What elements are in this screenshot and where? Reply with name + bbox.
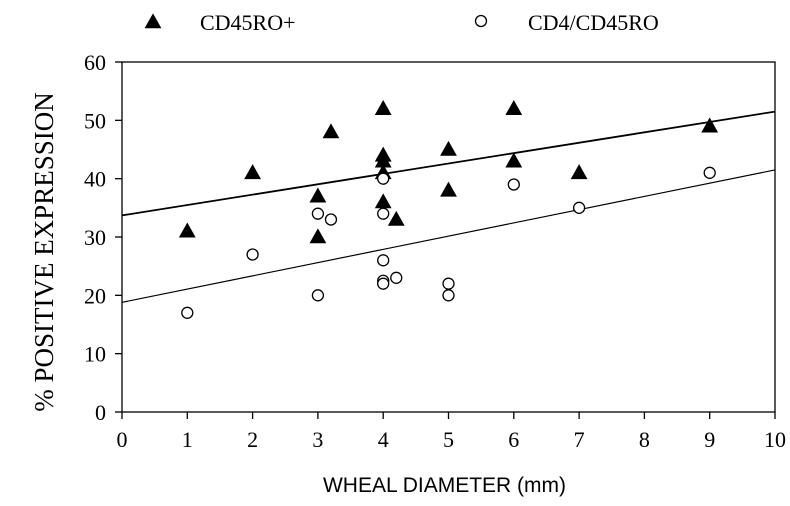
data-point-triangle bbox=[440, 181, 457, 197]
data-point-triangle bbox=[374, 193, 392, 209]
data-point-triangle bbox=[387, 210, 405, 226]
y-tick-label: 10 bbox=[84, 342, 106, 367]
legend-marker-triangle bbox=[144, 13, 162, 29]
x-tick-label: 10 bbox=[764, 427, 786, 452]
data-point-triangle bbox=[322, 123, 340, 139]
x-axis-label: WHEAL DIAMETER (mm) bbox=[323, 474, 566, 497]
y-tick-label: 50 bbox=[84, 108, 106, 133]
legend-item-cd4-cd45ro: CD4/CD45RO bbox=[474, 10, 659, 35]
x-tick-label: 5 bbox=[443, 427, 454, 452]
y-tick-label: 40 bbox=[84, 167, 106, 192]
data-point-triangle bbox=[440, 140, 457, 156]
y-tick-label: 0 bbox=[95, 400, 106, 425]
data-point-circle bbox=[703, 166, 716, 179]
plot-area-frame bbox=[121, 61, 776, 413]
trendline bbox=[121, 169, 776, 303]
y-tick-label: 30 bbox=[84, 225, 106, 250]
data-point-triangle bbox=[244, 164, 261, 180]
data-point-circle bbox=[377, 172, 390, 185]
legend-item-cd45ro: CD45RO+ bbox=[144, 10, 296, 35]
data-point-triangle bbox=[178, 222, 196, 238]
legend-label: CD4/CD45RO bbox=[528, 10, 659, 35]
data-point-circle bbox=[572, 201, 586, 214]
data-point-circle bbox=[507, 178, 520, 191]
data-point-circle bbox=[311, 289, 325, 302]
legend-label: CD45RO+ bbox=[200, 10, 296, 35]
legend-marker-circle bbox=[474, 14, 488, 28]
y-tick-label: 20 bbox=[84, 283, 106, 308]
trendlines bbox=[121, 110, 776, 303]
data-point-circle bbox=[181, 306, 194, 319]
data-point-circle bbox=[442, 277, 455, 290]
data-point-circle bbox=[324, 213, 338, 226]
data-point-circle bbox=[390, 271, 403, 284]
y-axis-label: % POSITIVE EXPRESSION bbox=[29, 92, 59, 412]
data-point-triangle bbox=[309, 228, 327, 244]
data-point-triangle bbox=[309, 187, 327, 203]
data-point-circle bbox=[442, 289, 455, 302]
x-tick-label: 6 bbox=[508, 427, 519, 452]
y-axis: 0 10 20 30 40 50 60 bbox=[84, 50, 122, 425]
data-point-triangle bbox=[374, 99, 392, 115]
x-tick-label: 3 bbox=[312, 427, 323, 452]
x-tick-label: 7 bbox=[574, 427, 585, 452]
data-point-circle bbox=[246, 248, 259, 261]
data-point-circle bbox=[377, 277, 390, 290]
y-tick-label: 60 bbox=[84, 50, 106, 75]
x-tick-label: 2 bbox=[247, 427, 258, 452]
data-points bbox=[178, 99, 719, 319]
data-point-circle bbox=[311, 207, 325, 220]
x-tick-label: 8 bbox=[639, 427, 650, 452]
data-point-triangle bbox=[374, 152, 392, 168]
data-point-circle bbox=[377, 207, 390, 220]
data-point-triangle bbox=[505, 99, 523, 115]
x-tick-label: 1 bbox=[182, 427, 193, 452]
x-tick-label: 0 bbox=[117, 427, 128, 452]
data-point-triangle bbox=[570, 164, 588, 180]
x-tick-label: 9 bbox=[704, 427, 715, 452]
x-axis: 0 1 2 3 4 5 6 7 8 9 10 bbox=[117, 412, 786, 452]
legend: CD45RO+ CD4/CD45RO bbox=[144, 10, 659, 35]
data-point-circle bbox=[377, 254, 390, 267]
data-point-triangle bbox=[505, 152, 523, 168]
trendline bbox=[121, 110, 776, 217]
data-point-triangle bbox=[701, 117, 719, 133]
x-tick-label: 4 bbox=[378, 427, 389, 452]
